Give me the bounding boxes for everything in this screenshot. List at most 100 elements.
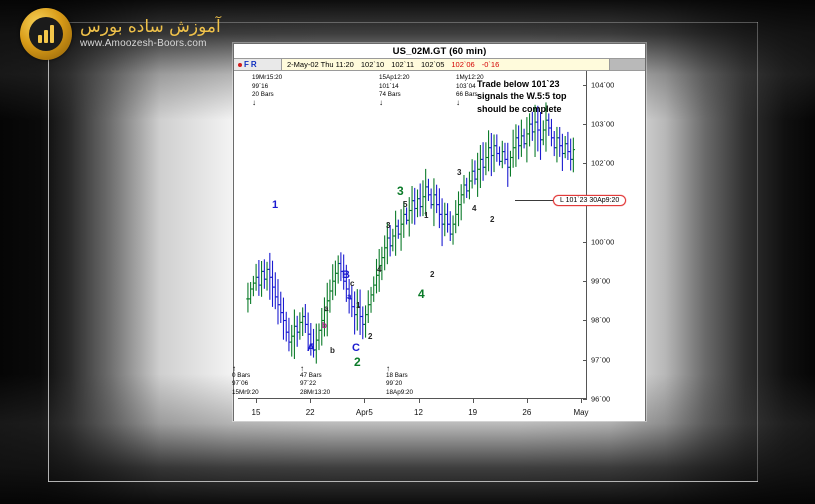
arrow-down-icon: ↓ xyxy=(379,97,383,107)
top-annotation: 15Ap12:20 101`14 74 Bars ↓ xyxy=(379,74,409,106)
wave-label: 5 xyxy=(403,200,408,209)
trade-text-line: should be complete xyxy=(477,103,562,114)
y-tick-label: 103`00 xyxy=(591,119,615,129)
arrow-down-icon: ↓ xyxy=(252,97,256,107)
wave-label: c xyxy=(350,279,355,288)
annotation-time: 15Mr9:20 xyxy=(232,388,259,396)
wave-label: 1 xyxy=(356,301,361,310)
quote-last: 102`06 xyxy=(451,60,475,69)
x-tick-label: Apr5 xyxy=(355,408,373,417)
wave-label: B xyxy=(342,269,350,281)
y-axis-line xyxy=(586,71,587,399)
x-tick-label: 19 xyxy=(468,408,478,417)
x-tick-label: 15 xyxy=(251,408,261,417)
annotation-time: 1My12:20 xyxy=(456,74,484,81)
quote-fields: 2-May-02 Thu 11:20 102`10 102`11 102`05 … xyxy=(282,60,609,69)
annotation-price: 99`16 xyxy=(252,82,269,90)
annotation-bars: 20 Bars xyxy=(252,91,274,98)
wave-label: b xyxy=(330,346,335,355)
price-bars xyxy=(246,102,576,364)
chart-titlebar: US_02M.GT (60 min) xyxy=(234,44,645,59)
bar-chart-badge-icon xyxy=(20,8,72,60)
callout-leader-line xyxy=(515,200,553,201)
chart-title: US_02M.GT (60 min) xyxy=(392,45,487,57)
wave-label: b xyxy=(322,321,327,330)
y-tick xyxy=(583,281,587,283)
wave-label: A xyxy=(307,342,315,354)
price-callout[interactable]: L 101`23 30Ap9:20 xyxy=(515,195,627,206)
wave-label: 2 xyxy=(354,355,361,369)
quote-change: -0`16 xyxy=(481,60,500,69)
y-tick xyxy=(583,84,587,86)
red-dot-icon xyxy=(238,62,242,67)
y-tick xyxy=(583,124,587,126)
quote-flags[interactable]: F R xyxy=(234,59,282,70)
annotation-bars: 74 Bars xyxy=(379,91,401,98)
wave-label: 2 xyxy=(430,270,435,279)
annotation-time: 28Mr13:20 xyxy=(300,388,331,396)
callout-label[interactable]: L 101`23 30Ap9:20 xyxy=(553,195,627,206)
annotation-price: 101`14 xyxy=(379,82,399,90)
arrow-up-icon: ↑ xyxy=(386,364,390,374)
y-tick-label: 96`00 xyxy=(591,394,611,404)
flag-f[interactable]: F xyxy=(244,60,249,69)
arrow-down-icon: ↓ xyxy=(456,97,460,107)
annotation-price: 99`20 xyxy=(386,380,403,387)
wave-label: 2 xyxy=(490,215,495,224)
wave-label: 3 xyxy=(386,221,391,230)
x-axis-line xyxy=(238,398,587,399)
wave-label: 3 xyxy=(397,184,404,198)
x-tick-label: 12 xyxy=(414,408,423,417)
wave-label: C xyxy=(352,342,360,354)
wave-label: 3 xyxy=(457,168,462,177)
brand-url: www.Amoozesh-Boors.com xyxy=(80,38,207,50)
chart-plot-area[interactable]: 96`0097`0098`0099`00100`00101`00102`0010… xyxy=(232,71,645,421)
x-tick xyxy=(472,399,474,403)
bottom-annotation: ↑ 0 Bars 97`06 15Mr9:20 xyxy=(232,365,259,397)
x-tick xyxy=(256,399,257,403)
wave-label: 1 xyxy=(424,211,429,220)
y-tick-label: 99`00 xyxy=(591,276,611,286)
y-tick-label: 104`00 xyxy=(591,80,615,90)
annotation-time: 19Mr15:20 xyxy=(252,74,283,81)
wave-label: 4 xyxy=(418,287,425,301)
frame-left-line xyxy=(48,22,49,482)
quote-bar-filler xyxy=(609,59,645,70)
top-annotation: 19Mr15:20 99`16 20 Bars ↓ xyxy=(252,74,282,106)
x-tick xyxy=(310,399,312,403)
quote-open: 102`10 xyxy=(360,60,385,69)
y-tick-label: 102`00 xyxy=(591,158,615,168)
quote-timestamp: 2-May-02 Thu 11:20 xyxy=(287,60,354,69)
quote-bar[interactable]: F R 2-May-02 Thu 11:20 102`10 102`11 102… xyxy=(234,59,645,71)
annotation-time: 15Ap12:20 xyxy=(379,74,410,81)
annotation-bars: 0 Bars xyxy=(232,371,251,379)
wave-label: 4 xyxy=(377,265,382,274)
arrow-up-icon: ↑ xyxy=(300,364,304,374)
frame-right-line xyxy=(757,22,758,482)
chart-window[interactable]: US_02M.GT (60 min) F R 2-May-02 Thu 11:2… xyxy=(232,43,646,421)
bottom-annotation: ↑ 18 Bars 99`20 18Ap9:20 xyxy=(386,365,413,397)
y-tick xyxy=(583,359,587,361)
wave-label: 1 xyxy=(272,199,279,211)
y-tick-label: 98`00 xyxy=(591,315,611,325)
x-tick-label: 26 xyxy=(522,408,532,417)
flag-r[interactable]: R xyxy=(250,60,257,69)
annotation-price: 97`22 xyxy=(300,380,317,387)
arrow-up-icon: ↑ xyxy=(232,364,236,374)
trade-text-line: signals the W.5:5 top xyxy=(477,91,567,102)
y-tick xyxy=(583,399,587,400)
brand-name: آموزش ساده بورس xyxy=(80,17,221,38)
top-annotation: 1My12:20 103`04 66 Bars ↓ xyxy=(456,74,484,106)
wave-label: a xyxy=(347,292,352,301)
annotation-price: 103`04 xyxy=(456,82,476,90)
frame-top-line xyxy=(48,22,758,23)
trade-text-annotation: Trade below 101`23 signals the W.5:5 top s… xyxy=(477,78,607,115)
annotation-price: 97`06 xyxy=(232,380,249,387)
quote-high: 102`11 xyxy=(391,60,415,69)
y-tick-label: 100`00 xyxy=(591,237,615,247)
x-tick-label: 22 xyxy=(305,408,315,417)
annotation-bars: 18 Bars xyxy=(386,371,408,379)
annotation-bars: 66 Bars xyxy=(456,91,478,98)
annotation-time: 18Ap9:20 xyxy=(386,388,413,396)
